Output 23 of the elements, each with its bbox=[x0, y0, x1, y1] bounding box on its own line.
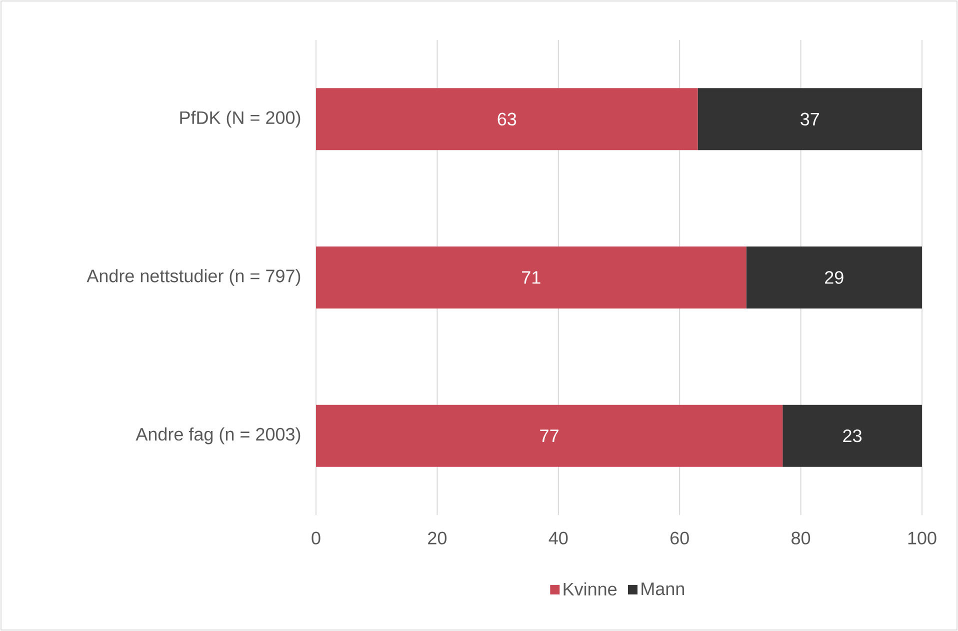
x-tick-label: 20 bbox=[428, 532, 447, 544]
data-label: 71 bbox=[522, 271, 540, 284]
bar bbox=[746, 246, 922, 308]
y-tick-label: PfDK (N = 200) bbox=[180, 110, 300, 128]
bar bbox=[316, 246, 746, 308]
legend-label: Kvinne bbox=[564, 582, 617, 596]
data-label: 23 bbox=[843, 429, 862, 442]
data-label: 63 bbox=[498, 112, 516, 126]
bar bbox=[316, 88, 698, 150]
legend-label: Mann bbox=[642, 582, 684, 596]
x-tick-label: 40 bbox=[548, 532, 568, 544]
x-tick-label: 80 bbox=[792, 532, 810, 544]
x-tick-label: 0 bbox=[312, 532, 320, 544]
y-tick-label: Andre fag (n = 2003) bbox=[136, 427, 300, 444]
bar bbox=[698, 88, 922, 150]
data-label: 37 bbox=[800, 112, 820, 126]
x-tick-label: 100 bbox=[908, 532, 936, 544]
x-tick-label: 60 bbox=[670, 532, 689, 544]
y-tick-label: Andre nettstudier (n = 797) bbox=[86, 269, 300, 286]
bar bbox=[782, 404, 922, 467]
data-label: 77 bbox=[540, 430, 558, 442]
data-label: 29 bbox=[825, 271, 844, 284]
bar bbox=[316, 404, 783, 467]
